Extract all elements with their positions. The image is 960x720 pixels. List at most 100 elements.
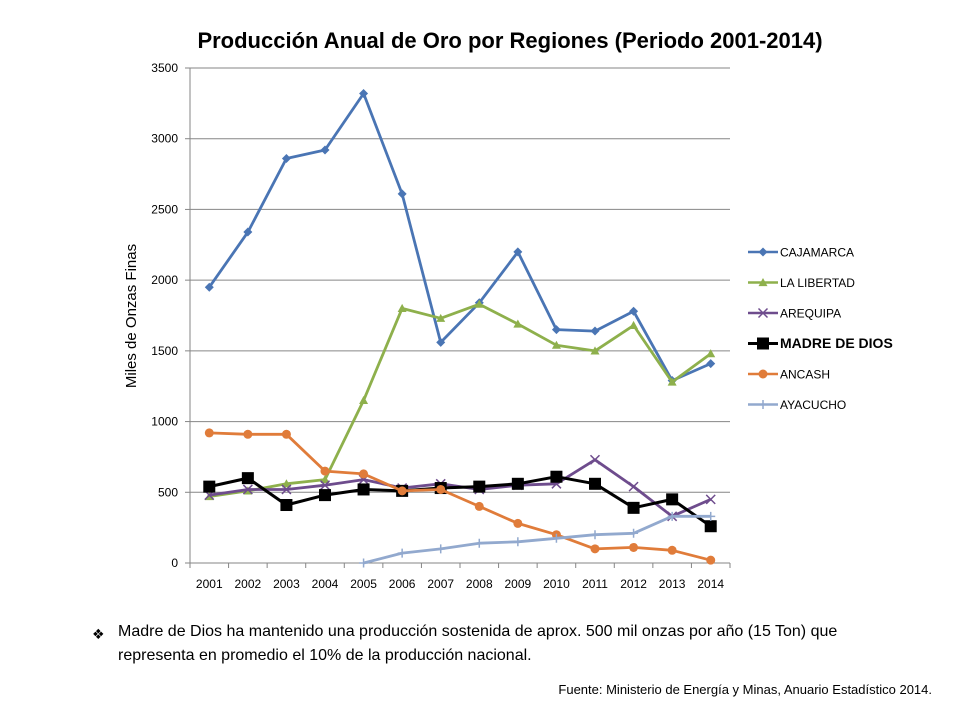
data-point-ancash	[513, 518, 523, 528]
data-point-ayacucho	[706, 511, 716, 521]
series-madre-de-dios	[203, 470, 717, 533]
legend-label-ayacucho: AYACUCHO	[780, 398, 846, 412]
data-point-madre-de-dios	[319, 489, 331, 502]
x-tick-label: 2008	[466, 577, 493, 591]
data-point-ancash	[320, 466, 330, 476]
data-point-madre-de-dios	[357, 483, 370, 496]
chart: Producción Anual de Oro por Regiones (Pe…	[123, 28, 893, 591]
legend-marker-ancash	[758, 369, 768, 379]
data-point-ancash	[243, 429, 253, 439]
data-point-madre-de-dios	[241, 472, 254, 485]
source-citation: Fuente: Ministerio de Energía y Minas, A…	[558, 682, 932, 697]
legend-item-madre-de-dios: MADRE DE DIOS	[748, 335, 893, 351]
series-line-ancash	[209, 431, 712, 562]
legend-label-cajamarca: CAJAMARCA	[780, 246, 854, 260]
legend-item-ancash: ANCASH	[748, 368, 830, 382]
series-la-libertad	[204, 299, 716, 501]
data-point-cajamarca	[590, 326, 600, 336]
data-point-madre-de-dios	[280, 499, 293, 512]
data-point-ancash	[474, 501, 484, 511]
data-point-ancash	[629, 542, 639, 552]
data-point-arequipa	[628, 481, 639, 492]
legend-item-arequipa: AREQUIPA	[748, 307, 841, 321]
legend: CAJAMARCA LA LIBERTAD AREQUIPA MADRE DE DIO…	[748, 246, 893, 412]
x-tick-label: 2005	[350, 577, 377, 591]
data-point-ayacucho	[359, 558, 369, 568]
series-lines	[203, 88, 717, 568]
data-point-cajamarca	[397, 189, 407, 199]
legend-label-madre-de-dios: MADRE DE DIOS	[780, 335, 893, 351]
series-line-ayacucho	[363, 514, 711, 565]
legend-marker-ayacucho	[758, 400, 768, 409]
data-point-cajamarca	[204, 282, 214, 292]
data-point-cajamarca	[629, 306, 639, 316]
y-tick-label: 1500	[151, 344, 178, 358]
legend-label-arequipa: AREQUIPA	[780, 307, 841, 321]
data-point-arequipa	[242, 484, 253, 495]
series-line-cajamarca	[208, 92, 712, 382]
data-point-la-libertad	[629, 320, 639, 329]
data-point-cajamarca	[436, 337, 446, 347]
data-point-la-libertad	[706, 349, 716, 358]
data-point-la-libertad	[281, 479, 291, 488]
y-axis-label: Miles de Onzas Finas	[123, 244, 140, 388]
data-point-ancash	[590, 544, 600, 554]
data-point-la-libertad	[474, 299, 484, 308]
data-point-la-libertad	[436, 313, 446, 322]
data-point-arequipa	[281, 484, 292, 495]
data-point-ayacucho	[397, 548, 407, 558]
legend-label-ancash: ANCASH	[780, 368, 830, 382]
data-point-cajamarca	[320, 145, 330, 155]
data-point-madre-de-dios	[203, 480, 216, 493]
data-point-la-libertad	[513, 319, 523, 328]
legend-marker-cajamarca	[758, 247, 768, 257]
data-point-ancash	[397, 486, 407, 496]
data-point-cajamarca	[281, 154, 291, 164]
data-point-cajamarca	[243, 227, 253, 237]
data-point-ayacucho	[667, 511, 677, 521]
data-point-cajamarca	[359, 88, 369, 98]
legend-item-ayacucho: AYACUCHO	[748, 398, 846, 412]
y-tick-label: 3000	[151, 132, 178, 146]
data-point-ayacucho	[474, 538, 484, 548]
data-point-madre-de-dios	[511, 477, 524, 490]
series-ancash	[204, 428, 716, 565]
x-tick-label: 2003	[273, 577, 300, 591]
note-text: Madre de Dios ha mantenido una producció…	[118, 623, 838, 664]
x-tick-label: 2013	[659, 577, 686, 591]
diamond-bullet-icon: ❖	[92, 626, 105, 642]
data-point-la-libertad	[320, 475, 330, 484]
y-tick-label: 3500	[151, 61, 178, 75]
data-point-la-libertad	[667, 377, 677, 386]
data-point-ancash	[706, 555, 716, 565]
data-point-madre-de-dios	[589, 477, 601, 490]
x-tick-label: 2012	[620, 577, 647, 591]
y-tick-label: 500	[158, 485, 178, 499]
data-point-la-libertad	[359, 395, 369, 404]
legend-marker-madre-de-dios	[757, 337, 769, 350]
gridlines	[190, 67, 730, 493]
data-point-madre-de-dios	[666, 493, 679, 506]
x-tick-label: 2006	[389, 577, 416, 591]
data-point-ancash	[359, 469, 369, 479]
data-point-cajamarca	[551, 325, 561, 335]
legend-label-la-libertad: LA LIBERTAD	[780, 276, 855, 290]
data-point-madre-de-dios	[473, 480, 486, 493]
axes: 0 500 1000 1500 2000 2500 3000 3500 2001 2002 2003…	[151, 61, 731, 591]
x-tick-label: 2004	[312, 577, 339, 591]
legend-item-cajamarca: CAJAMARCA	[748, 246, 854, 260]
x-tick-label: 2014	[697, 577, 724, 591]
data-point-arequipa	[319, 480, 331, 491]
data-point-ancash	[281, 429, 291, 439]
data-point-ancash	[204, 428, 214, 438]
data-point-arequipa	[589, 454, 601, 465]
data-point-ancash	[436, 484, 446, 494]
x-tick-label: 2009	[505, 577, 532, 591]
x-tick-label: 2010	[543, 577, 570, 591]
data-point-madre-de-dios	[627, 501, 640, 514]
data-point-ayacucho	[436, 544, 446, 554]
y-tick-label: 1000	[151, 415, 178, 429]
data-point-la-libertad	[590, 346, 600, 355]
legend-marker-la-libertad	[758, 278, 768, 287]
data-point-la-libertad	[551, 340, 561, 349]
